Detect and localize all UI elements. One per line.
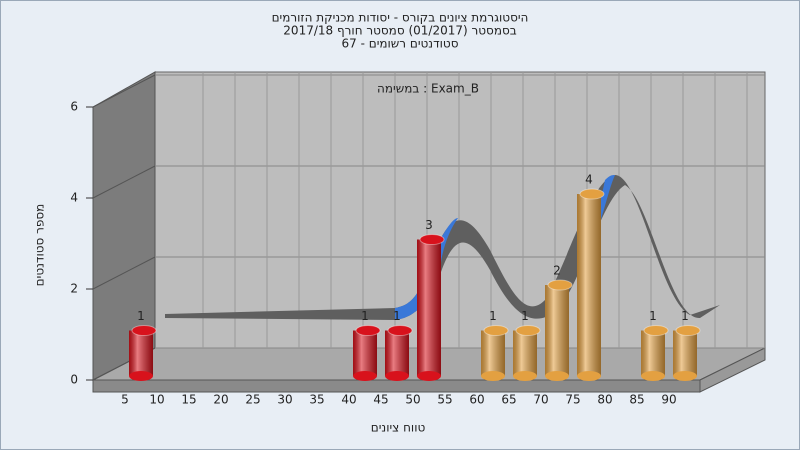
bar [545, 279, 573, 381]
data-label: 3 [425, 218, 433, 232]
bar [577, 188, 605, 381]
bar-cap [355, 325, 381, 336]
bar-shade [417, 239, 441, 376]
x-tick-label: 15 [181, 393, 196, 407]
bar [417, 234, 445, 381]
grid-line [92, 256, 156, 290]
data-label: 4 [585, 173, 593, 187]
data-label: 1 [137, 309, 145, 323]
bar-bottom [673, 371, 697, 381]
back-wall [154, 71, 766, 349]
annotation: Exam_B : במשימה [377, 82, 479, 96]
bar-bottom [545, 371, 569, 381]
bar-cap [483, 325, 509, 336]
bar-shade [673, 330, 697, 376]
bar-shade [513, 330, 537, 376]
bar-shade [545, 285, 569, 376]
y-axis-label: מספר סטודנטים [33, 204, 47, 287]
bar-bottom [353, 371, 377, 381]
x-tick-label: 20 [213, 393, 228, 407]
x-tick-label: 85 [629, 393, 644, 407]
bar-cap [131, 325, 157, 336]
bar-cap [419, 234, 445, 245]
bar-bottom [417, 371, 441, 381]
bar-bottom [641, 371, 665, 381]
x-tick-label: 45 [373, 393, 388, 407]
bar-shade [385, 330, 409, 376]
x-tick-label: 65 [501, 393, 516, 407]
bar [513, 325, 541, 381]
bar-cap [643, 325, 669, 336]
x-tick-label: 10 [149, 393, 164, 407]
floor-side [699, 347, 766, 393]
y-tick-label: 6 [70, 100, 78, 114]
marks: 1 1 1 3 1 1 2 4 1 1 [129, 173, 701, 381]
x-tick-label: 35 [309, 393, 324, 407]
data-label: 1 [489, 309, 497, 323]
bar-bottom [513, 371, 537, 381]
bar-cap [515, 325, 541, 336]
x-tick-label: 60 [469, 393, 484, 407]
y-tick-label: 0 [70, 373, 78, 387]
floor-edge [92, 379, 701, 393]
bar [481, 325, 509, 381]
x-axis-label: טווח ציונים [371, 421, 426, 435]
title-line: בסמסטר (01/2017) סמסטר חורף 2017/18 [283, 24, 516, 38]
data-label: 1 [521, 309, 529, 323]
data-label: 1 [681, 309, 689, 323]
y-tick-label: 2 [70, 282, 78, 296]
grid-line [92, 165, 156, 199]
x-tick-label: 5 [121, 393, 129, 407]
data-label: 1 [393, 309, 401, 323]
bar-bottom [385, 371, 409, 381]
bar [129, 325, 157, 381]
x-tick-label: 50 [405, 393, 420, 407]
bar-cap [579, 188, 605, 200]
bar [353, 325, 381, 381]
title-line: היסטוגרמת ציונים בקורס - יסודות מכניקת ה… [272, 11, 529, 25]
grid-line [92, 74, 156, 108]
x-tick-label: 80 [597, 393, 612, 407]
bar-shade [481, 330, 505, 376]
bar-cap [547, 279, 573, 291]
x-tick-label: 55 [437, 393, 452, 407]
bar-bottom [129, 371, 153, 381]
bar-bottom [577, 371, 601, 381]
bar-bottom [481, 371, 505, 381]
bar-shade [353, 330, 377, 376]
y-tick-label: 4 [70, 191, 78, 205]
bar [641, 325, 669, 381]
x-tick-label: 25 [245, 393, 260, 407]
data-label: 1 [649, 309, 657, 323]
bar [673, 325, 701, 381]
bar-shade [129, 330, 153, 376]
bar-shade [577, 194, 601, 376]
x-tick-label: 90 [661, 393, 676, 407]
data-label: 1 [361, 309, 369, 323]
x-tick-label: 30 [277, 393, 292, 407]
x-tick-label: 40 [341, 393, 356, 407]
x-tick-label: 75 [565, 393, 580, 407]
title-line: סטודנטים רשומים - 67 [341, 37, 458, 51]
data-label: 2 [553, 264, 561, 278]
x-tick-label: 70 [533, 393, 548, 407]
bar [385, 325, 413, 381]
bar-cap [675, 325, 701, 336]
bar-shade [641, 330, 665, 376]
bar-cap [387, 325, 413, 336]
